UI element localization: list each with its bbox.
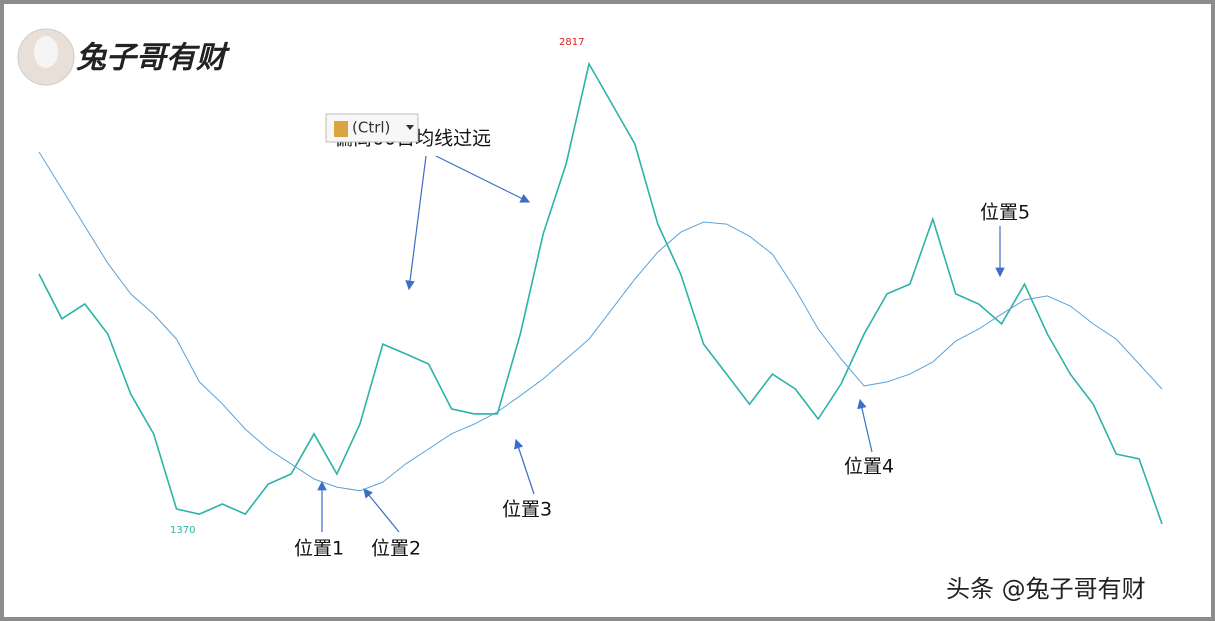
popup-text: (Ctrl) <box>352 119 390 137</box>
high-label: 2817 <box>559 37 584 48</box>
series-line <box>38 151 1163 492</box>
annotation: 位置3 <box>502 499 552 521</box>
watermark: 头条 @兔子哥有财 <box>946 575 1146 603</box>
low-label: 1370 <box>170 525 195 536</box>
chart: 兔子哥有财 2817 1370 偏离60日均线过远 (Ctrl) 位置1 位置2… <box>17 28 1163 603</box>
paste-popup[interactable]: (Ctrl) <box>325 113 419 143</box>
arrows <box>317 155 1005 533</box>
logo: 兔子哥有财 <box>17 28 231 86</box>
annotation: 位置2 <box>371 538 421 560</box>
logo-text: 兔子哥有财 <box>76 41 231 76</box>
annotation: 位置4 <box>844 456 894 478</box>
annotation: 位置5 <box>980 202 1030 224</box>
annotation: 位置1 <box>294 538 344 560</box>
series-line <box>38 61 1163 525</box>
